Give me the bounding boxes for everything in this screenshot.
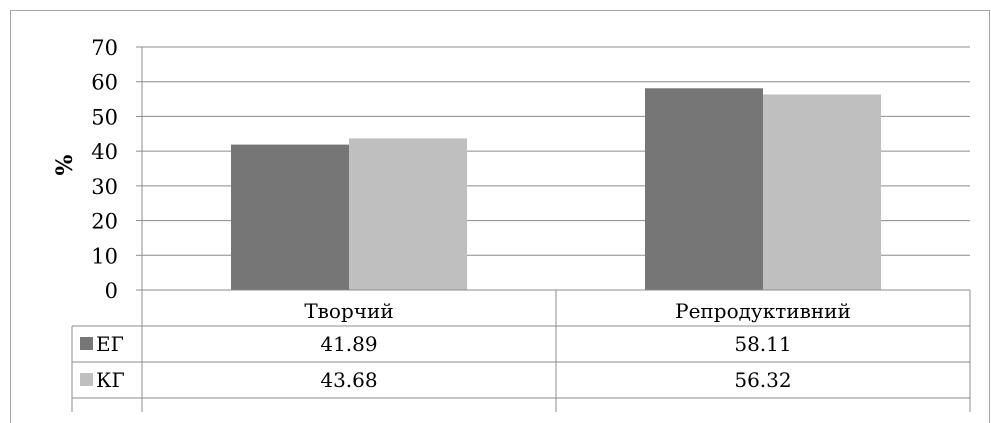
bar-series-1	[645, 88, 763, 290]
y-tick-label: 60	[91, 71, 118, 95]
legend-key	[80, 373, 93, 386]
x-category-label: Репродуктивний	[675, 299, 851, 323]
y-tick-label: 70	[91, 36, 118, 60]
y-tick-label: 30	[91, 175, 118, 199]
bars	[231, 88, 881, 291]
x-category-label: Творчий	[304, 299, 393, 323]
data-label: 41.89	[320, 332, 377, 356]
legend-label: ЕГ	[96, 332, 124, 356]
y-tick-label: 20	[91, 210, 118, 234]
y-axis-ticks: 0 10 20 30 40 50 60 70	[91, 36, 118, 303]
bar-series-2	[763, 94, 881, 291]
bar-series-2	[349, 138, 467, 290]
legend-label: КГ	[96, 368, 125, 392]
chart-frame	[10, 10, 990, 423]
y-axis-label: %	[52, 154, 78, 175]
bar-series-1	[231, 144, 349, 290]
y-tick-label: 0	[105, 279, 118, 303]
y-tick-label: 40	[91, 140, 118, 164]
legend-key	[80, 337, 93, 350]
data-label: 56.32	[734, 368, 791, 392]
data-table: Творчий Репродуктивний ЕГ 41.89 58.11 КГ 43.68…	[71, 289, 971, 412]
data-label: 58.11	[734, 332, 791, 356]
y-tick-label: 50	[91, 105, 118, 129]
y-tick-label: 10	[91, 244, 118, 268]
data-label: 43.68	[320, 368, 377, 392]
